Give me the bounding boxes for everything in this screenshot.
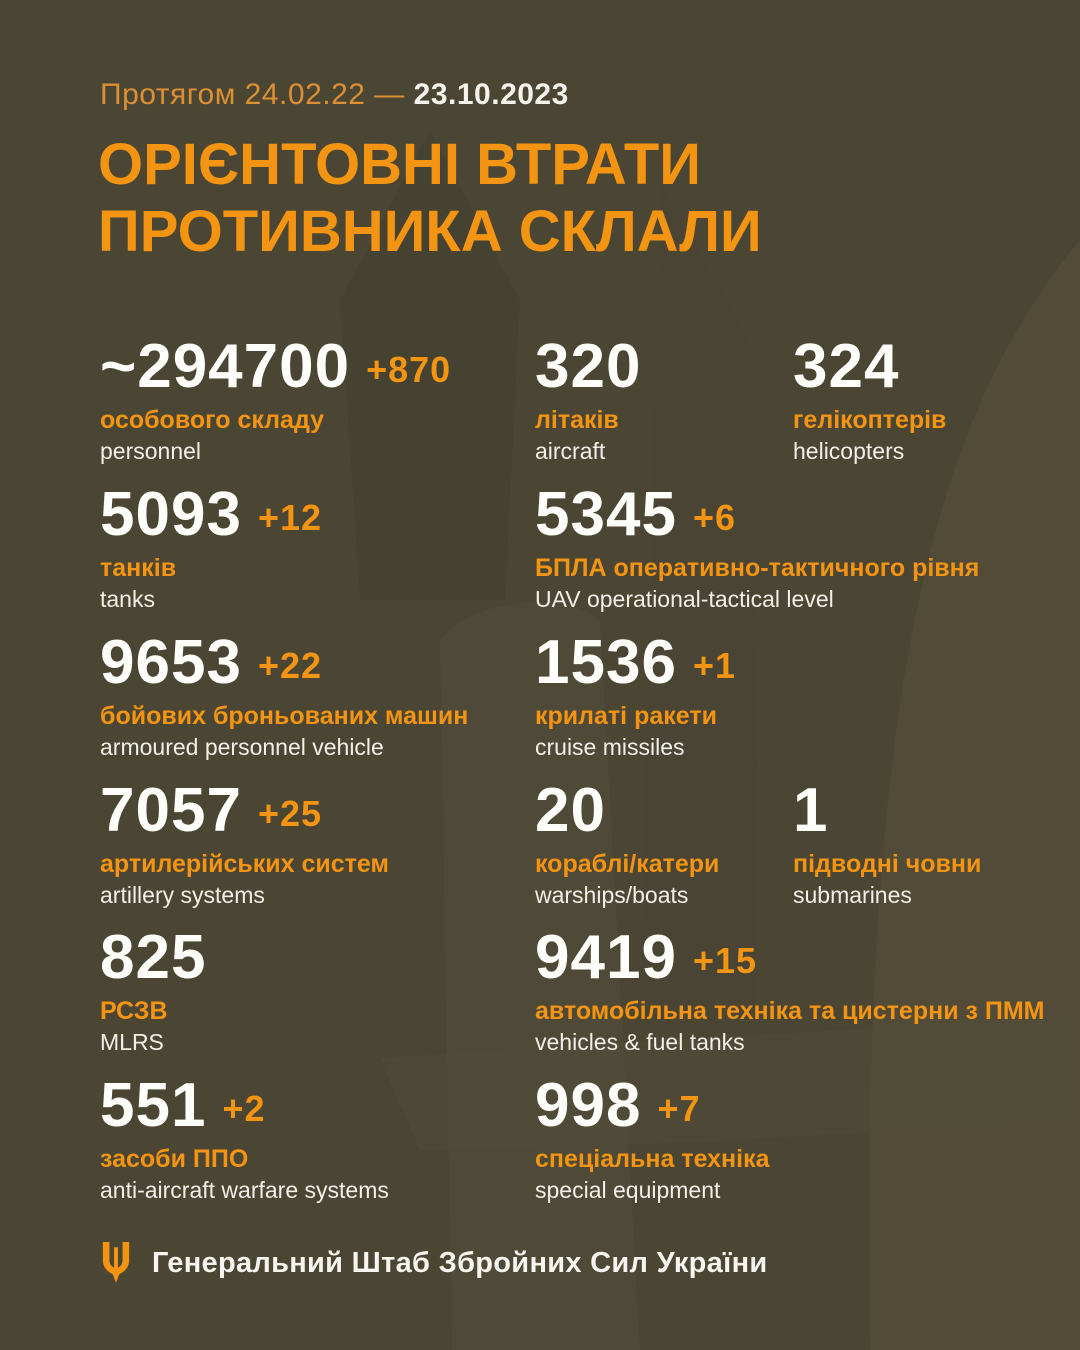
stat-artillery: 7057 +25 артилерійських систем artillery …: [100, 780, 389, 908]
stat-delta: +1: [692, 645, 736, 686]
stat-value: 5345: [535, 480, 677, 549]
stat-value: 320: [535, 332, 642, 401]
stat-mlrs: 825 РСЗВ MLRS: [100, 927, 222, 1055]
stat-label-en: UAV operational-tactical level: [535, 585, 834, 612]
stat-armoured-vehicles: 9653 +22 бойових броньованих машин armour…: [100, 632, 468, 760]
stat-label-en: special equipment: [535, 1176, 721, 1203]
stat-label-ua: спеціальна техніка: [535, 1145, 770, 1173]
page-title-line1: ОРІЄНТОВНІ ВТРАТИ: [98, 132, 701, 197]
stat-value: 9653: [100, 628, 242, 697]
stat-label-en: anti-aircraft warfare systems: [100, 1176, 389, 1203]
stat-label-ua: гелікоптерів: [793, 406, 947, 434]
stat-helicopters: 324 гелікоптерів helicopters: [793, 336, 946, 464]
stat-label-ua: танків: [100, 554, 177, 582]
stat-value: 825: [100, 923, 207, 992]
stat-label-en: aircraft: [535, 437, 606, 464]
trident-icon: [102, 1242, 130, 1283]
stat-special-equipment: 998 +7 спеціальна техніка special equipme…: [535, 1075, 770, 1203]
stat-label-en: tanks: [100, 585, 155, 612]
stat-delta: +6: [692, 497, 736, 538]
stat-label-ua: бойових броньованих машин: [100, 702, 469, 730]
stat-label-ua: кораблі/катери: [535, 850, 720, 878]
stat-label-ua: літаків: [535, 406, 619, 434]
stat-value: 1536: [535, 628, 677, 697]
stat-delta: +12: [257, 497, 323, 538]
stat-cruise-missiles: 1536 +1 крилаті ракети cruise missiles: [535, 632, 736, 760]
stat-label-en: personnel: [100, 437, 202, 464]
stat-tanks: 5093 +12 танків tanks: [100, 484, 322, 612]
stat-value: 1: [793, 776, 829, 845]
stat-label-en: submarines: [793, 881, 912, 908]
date-range-prefix: Протягом 24.02.22 —: [100, 78, 405, 111]
stat-submarines: 1 підводні човни submarines: [793, 780, 981, 908]
stat-label-en: artillery systems: [100, 881, 265, 908]
stat-label-ua: крилаті ракети: [535, 702, 717, 730]
stat-value: 324: [793, 332, 900, 401]
stat-label-ua: БПЛА оперативно-тактичного рівня: [535, 554, 980, 582]
stat-label-ua: підводні човни: [793, 850, 982, 878]
stat-label-ua: особового складу: [100, 406, 325, 434]
stat-delta: +7: [657, 1088, 701, 1129]
stat-label-en: MLRS: [100, 1028, 164, 1055]
stat-value: 998: [535, 1071, 642, 1140]
stat-delta: +870: [366, 349, 452, 390]
footer: Генеральний Штаб Збройних Сил України: [100, 1242, 768, 1284]
stat-aircraft: 320 літаків aircraft: [535, 336, 657, 464]
stat-value: 5093: [100, 480, 242, 549]
stat-label-ua: автомобільна техніка та цистерни з ПММ: [535, 997, 1045, 1025]
stat-value: 9419: [535, 923, 677, 992]
stat-label-ua: РСЗВ: [100, 997, 168, 1025]
stat-label-en: warships/boats: [535, 881, 689, 908]
stat-delta: +22: [257, 645, 323, 686]
stat-value: ~294700: [100, 332, 351, 401]
stat-anti-aircraft: 551 +2 засоби ППО anti-aircraft warfare s…: [100, 1075, 389, 1203]
stat-delta: +2: [222, 1088, 266, 1129]
stat-personnel: ~294700 +870 особового складу personnel: [100, 336, 451, 464]
report-date: 23.10.2023: [413, 78, 569, 111]
stat-delta: +15: [692, 940, 758, 981]
date-range: Протягом 24.02.22 — 23.10.2023: [100, 78, 569, 112]
stat-delta: +25: [257, 793, 323, 834]
stat-warships: 20 кораблі/катери warships/boats: [535, 780, 719, 908]
footer-org-name: Генеральний Штаб Збройних Сил України: [152, 1246, 768, 1279]
stat-vehicles-fuel-tanks: 9419 +15 автомобільна техніка та цистерни…: [535, 927, 1045, 1055]
page-title: ОРІЄНТОВНІ ВТРАТИ ПРОТИВНИКА СКЛАЛИ: [98, 132, 762, 265]
stat-label-ua: артилерійських систем: [100, 850, 389, 878]
stat-label-en: vehicles & fuel tanks: [535, 1028, 745, 1055]
stat-value: 7057: [100, 776, 242, 845]
stat-uav: 5345 +6 БПЛА оперативно-тактичного рівня …: [535, 484, 979, 612]
stat-value: 20: [535, 776, 606, 845]
stat-label-ua: засоби ППО: [100, 1145, 249, 1173]
stat-label-en: cruise missiles: [535, 733, 685, 760]
stat-label-en: armoured personnel vehicle: [100, 733, 384, 760]
page-title-line2: ПРОТИВНИКА СКЛАЛИ: [98, 198, 762, 264]
stat-value: 551: [100, 1071, 207, 1140]
stat-label-en: helicopters: [793, 437, 905, 464]
